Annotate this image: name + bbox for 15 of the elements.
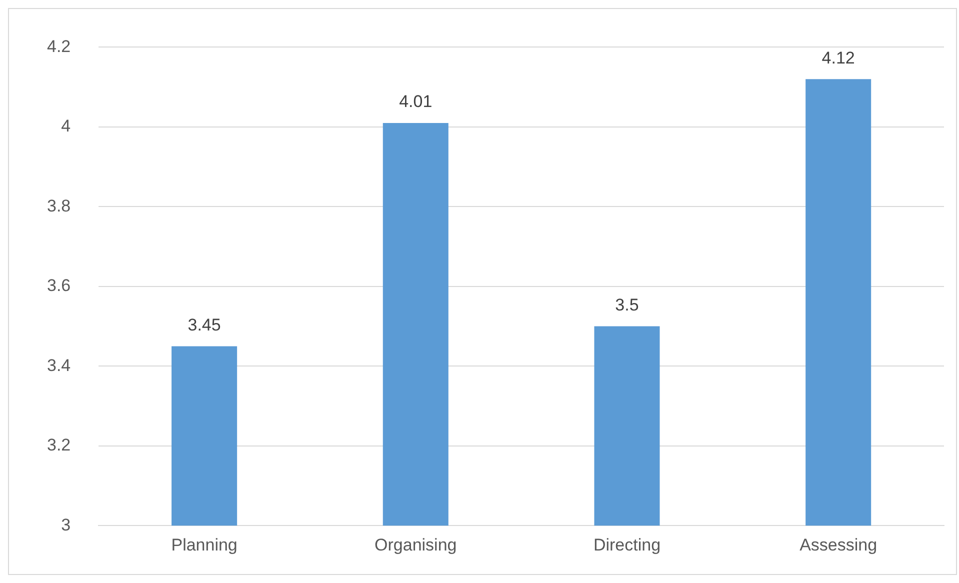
data-label: 4.12 (822, 48, 855, 68)
x-tick-label: Organising (374, 535, 457, 554)
y-tick-label: 3.2 (46, 436, 71, 455)
y-tick-label: 3.4 (46, 356, 71, 375)
x-tick-label: Directing (593, 535, 661, 554)
y-tick-label: 3 (61, 515, 71, 534)
y-tick-label: 4 (61, 116, 71, 136)
data-label: 3.45 (188, 315, 221, 334)
y-tick-label: 4.2 (46, 36, 71, 56)
data-label: 4.01 (399, 92, 432, 112)
data-label: 3.5 (615, 295, 639, 314)
y-tick-label: 3.6 (46, 276, 71, 296)
y-tick-label: 3.8 (46, 196, 71, 216)
x-tick-label: Assessing (800, 535, 878, 554)
x-tick-label: Planning (171, 535, 238, 554)
